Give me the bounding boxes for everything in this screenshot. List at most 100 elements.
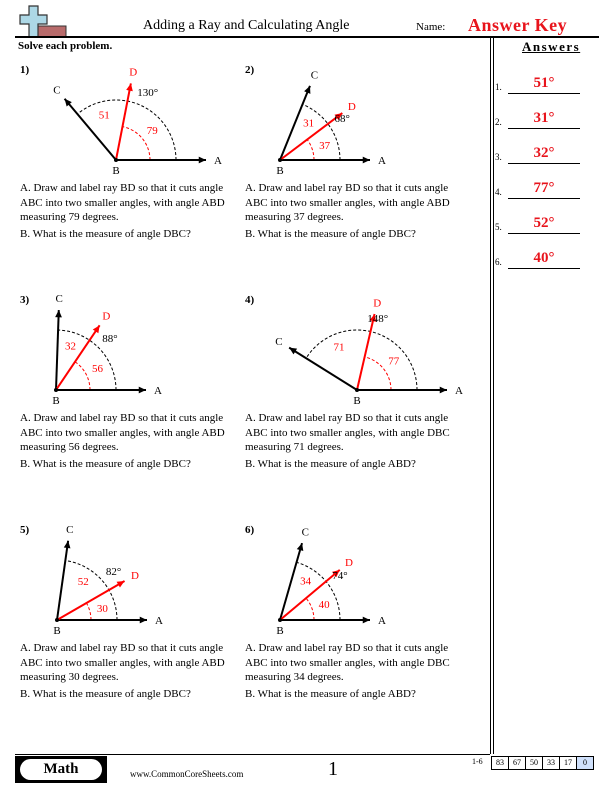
website-link[interactable]: www.CommonCoreSheets.com <box>130 769 244 779</box>
label-c: C <box>53 85 60 97</box>
ray-bd <box>56 580 126 621</box>
problem-number: 2) <box>245 64 255 76</box>
label-c: C <box>302 527 309 539</box>
problem-text: A. Draw and label ray BD so that it cuts… <box>245 181 465 243</box>
problem-4: 4) A. Draw and label ray BD so that it c… <box>245 294 470 519</box>
ray-ba-arrowhead <box>362 156 370 164</box>
total-angle-arc <box>77 99 177 161</box>
score-cell: 33 <box>542 756 560 770</box>
label-a: A <box>155 615 163 627</box>
problem-number: 6) <box>245 524 255 536</box>
ray-ba-arrowhead <box>138 386 146 394</box>
problem-text: A. Draw and label ray BD so that it cuts… <box>20 641 240 703</box>
answer-line <box>508 233 580 234</box>
label-d: D <box>129 67 137 79</box>
part-angle-label: 71 <box>334 342 345 354</box>
ray-bc <box>55 310 60 391</box>
problem-1: 1) A. Draw and label ray BD so that it c… <box>20 64 245 289</box>
ray-ba-arrowhead <box>198 156 206 164</box>
plus-minus-logo-icon <box>19 5 67 38</box>
total-angle-label: 88° <box>102 333 117 345</box>
answer-line <box>508 198 580 199</box>
vertex-point <box>55 618 59 622</box>
angle-diagram: B A C D74° 40 34 <box>276 527 386 637</box>
score-cell: 67 <box>508 756 526 770</box>
vertex-point <box>355 388 359 392</box>
answer-row: 2. 31° <box>495 109 595 129</box>
part-angle-arc <box>122 126 151 161</box>
answer-column-divider <box>493 38 494 754</box>
answer-line <box>508 163 580 164</box>
part-angle-label: 40 <box>319 599 331 611</box>
answer-line <box>508 128 580 129</box>
answers-title: Answers <box>522 39 581 54</box>
ray-bc <box>63 98 117 161</box>
label-a: A <box>378 155 386 167</box>
total-angle-label: 68° <box>334 113 349 125</box>
name-label: Name: <box>416 21 446 33</box>
answer-line <box>508 93 580 94</box>
angle-diagram: B A C D 82° 30 52 <box>53 524 163 637</box>
ray-bc-arrowhead <box>64 98 72 107</box>
ray-ba-arrowhead <box>139 616 147 624</box>
part-angle-label: 37 <box>319 140 331 152</box>
label-b: B <box>353 395 360 407</box>
label-b: B <box>53 625 60 637</box>
part-angle-label: 34 <box>300 576 312 588</box>
subject-label: Math <box>20 759 102 780</box>
label-a: A <box>214 155 222 167</box>
question-b: B. What is the measure of angle DBC? <box>20 227 191 240</box>
ray-bc <box>279 542 304 621</box>
answer-row: 6. 40° <box>495 249 595 269</box>
label-d: D <box>131 570 139 582</box>
label-d: D <box>345 557 353 569</box>
part-angle-arc <box>305 597 315 621</box>
ray-bd-arrowhead <box>116 581 125 588</box>
score-cell: 83 <box>491 756 509 770</box>
question-b: B. What is the measure of angle ABD? <box>245 687 416 700</box>
problem-text: A. Draw and label ray BD so that it cuts… <box>20 181 240 243</box>
label-d: D <box>102 310 110 322</box>
angle-diagram: B A C D 88° 56 32 <box>52 293 162 407</box>
ray-bd-arrowhead <box>369 313 377 322</box>
problem-6: 6) A. Draw and label ray BD so that it c… <box>245 524 470 749</box>
ray-bd <box>55 324 101 391</box>
label-c: C <box>311 70 318 82</box>
ray-bc-arrowhead <box>304 85 311 94</box>
vertex-point <box>278 618 282 622</box>
part-angle-label: 32 <box>65 340 76 352</box>
part-angle-label: 31 <box>303 118 314 130</box>
question-b: B. What is the measure of angle ABD? <box>245 457 416 470</box>
answer-number: 2. <box>495 117 502 127</box>
problem-text: A. Draw and label ray BD so that it cuts… <box>245 641 465 703</box>
question-b: B. What is the measure of angle DBC? <box>20 687 191 700</box>
answer-number: 6. <box>495 257 502 267</box>
label-c: C <box>56 293 63 305</box>
label-b: B <box>52 395 59 407</box>
question-a: A. Draw and label ray BD so that it cuts… <box>245 642 450 683</box>
footer-divider <box>15 754 490 755</box>
ray-bc-arrowhead <box>55 310 62 318</box>
part-angle-arc <box>74 361 91 391</box>
part-angle-label: 30 <box>97 603 109 615</box>
ray-bd <box>356 313 376 391</box>
ray-bd-arrowhead <box>126 83 133 92</box>
ray-bd-arrowhead <box>92 325 100 334</box>
ray-bd <box>279 112 343 161</box>
total-angle-arc <box>305 329 418 391</box>
part-angle-arc <box>86 602 92 621</box>
label-d: D <box>348 101 356 113</box>
problem-3: 3) A. Draw and label ray BD so that it c… <box>20 293 245 519</box>
answer-number: 3. <box>495 152 502 162</box>
problem-text: A. Draw and label ray BD so that it cuts… <box>20 411 240 473</box>
part-angle-arc <box>306 139 315 161</box>
label-a: A <box>378 615 386 627</box>
answer-value: 40° <box>533 250 555 266</box>
answer-row: 1. 51° <box>495 74 595 94</box>
total-angle-label: 130° <box>137 87 158 99</box>
total-angle-label: 82° <box>106 566 121 578</box>
part-angle-label: 52 <box>78 576 89 588</box>
label-c: C <box>66 524 73 536</box>
ray-bd <box>115 83 132 161</box>
